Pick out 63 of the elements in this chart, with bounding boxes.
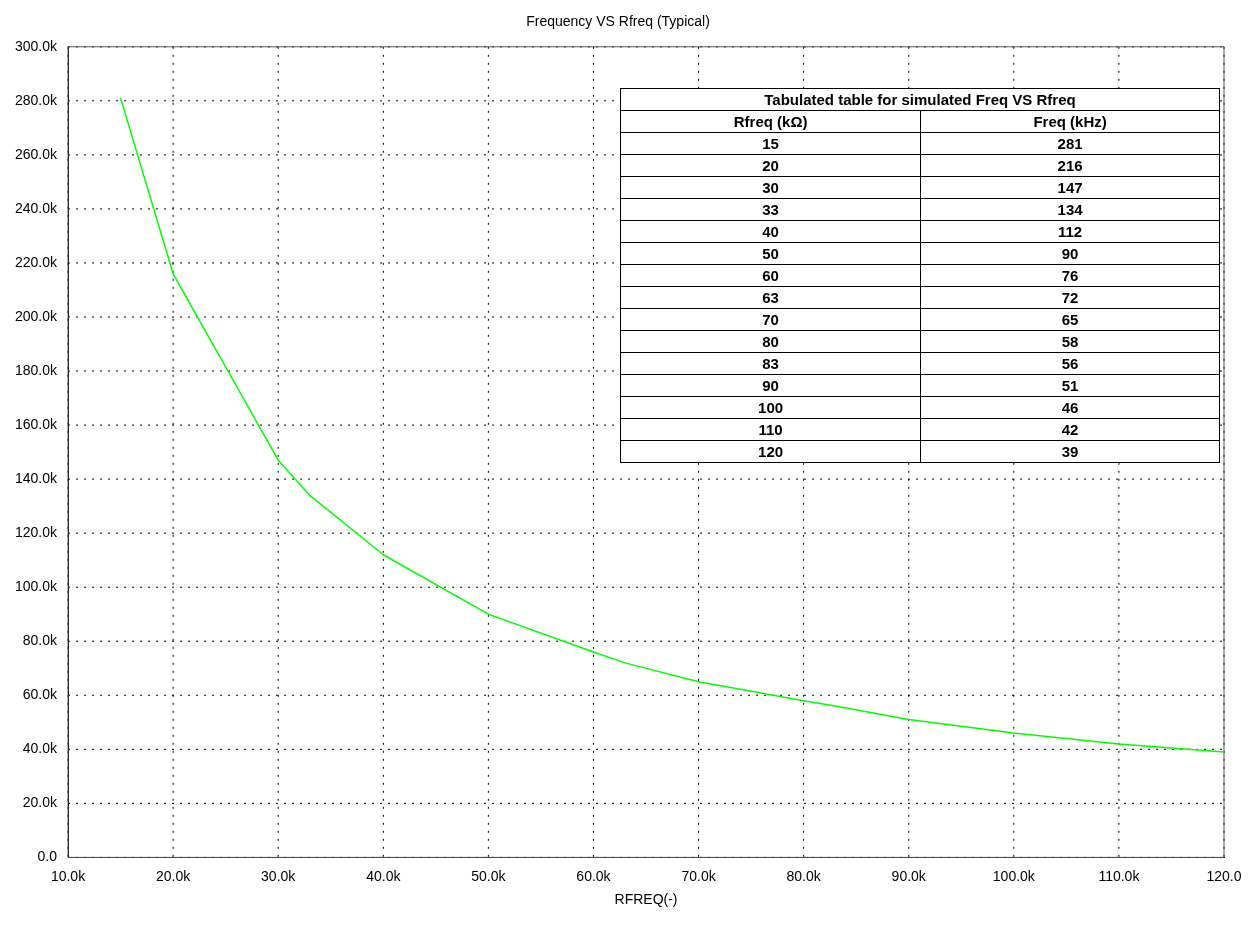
x-tick-label: 80.0k <box>786 867 822 884</box>
annotation: 100 <box>620 396 921 419</box>
y-tick-label: 260.0k <box>14 145 59 162</box>
y-tick-label: 60.0k <box>22 686 59 703</box>
annotation: 60 <box>620 264 921 287</box>
x-tick-label: 30.0k <box>261 867 297 884</box>
x-tick-label: 50.0k <box>471 867 507 884</box>
annotation: 63 <box>620 286 921 309</box>
y-tick-label: 80.0k <box>22 632 59 649</box>
annotation: Tabulated table for simulated Freq VS Rfreq <box>620 88 1220 111</box>
annotation: 134 <box>920 198 1220 221</box>
x-tick-label: 70.0k <box>681 867 717 884</box>
annotation: Rfreq (kΩ) <box>620 110 921 133</box>
annotation: 42 <box>920 418 1220 441</box>
x-axis-title: RFREQ(-) <box>614 891 678 908</box>
annotation: 72 <box>920 286 1220 309</box>
annotation: 216 <box>920 154 1220 177</box>
y-tick-label: 100.0k <box>14 578 59 595</box>
annotation: 56 <box>920 352 1220 375</box>
annotation: 80 <box>620 330 921 353</box>
annotation: 15 <box>620 132 921 155</box>
y-tick-label: 180.0k <box>14 361 59 378</box>
annotation: 39 <box>920 440 1220 463</box>
annotation: 33 <box>620 198 921 221</box>
annotation: 90 <box>620 374 921 397</box>
x-tick-label: 20.0k <box>156 867 192 884</box>
annotation: 112 <box>920 220 1220 243</box>
y-tick-label: 20.0k <box>22 794 59 811</box>
annotation: 20 <box>620 154 921 177</box>
annotation: 70 <box>620 308 921 331</box>
x-tick-label: 60.0k <box>576 867 612 884</box>
annotation: 76 <box>920 264 1220 287</box>
annotation: Freq (kHz) <box>920 110 1220 133</box>
annotation: 30 <box>620 176 921 199</box>
x-tick-label: 90.0k <box>891 867 927 884</box>
y-tick-label: 40.0k <box>22 740 59 757</box>
y-tick-label: 160.0k <box>14 415 59 432</box>
annotation: 46 <box>920 396 1220 419</box>
annotation: 110 <box>620 418 921 441</box>
x-tick-label: 120.0 <box>1206 867 1242 884</box>
x-tick-label: 100.0k <box>992 867 1036 884</box>
annotation: 50 <box>620 242 921 265</box>
annotation: 281 <box>920 132 1220 155</box>
annotation: 120 <box>620 440 921 463</box>
y-tick-label: 140.0k <box>14 469 59 486</box>
y-tick-label: 200.0k <box>14 307 59 324</box>
x-tick-label: 10.0k <box>50 867 87 884</box>
annotation: 58 <box>920 330 1220 353</box>
x-tick-label: 110.0k <box>1098 867 1141 884</box>
y-tick-label: 240.0k <box>14 199 59 216</box>
annotation: 65 <box>920 308 1220 331</box>
y-tick-label: 300.0k <box>14 37 59 54</box>
x-tick-label: 40.0k <box>366 867 402 884</box>
chart-title: Frequency VS Rfreq (Typical) <box>526 13 710 30</box>
annotation: 83 <box>620 352 921 375</box>
y-tick-label: 0.0 <box>37 848 58 865</box>
y-tick-label: 280.0k <box>14 91 59 108</box>
annotation: 90 <box>920 242 1220 265</box>
annotation: 51 <box>920 374 1220 397</box>
annotation: 40 <box>620 220 921 243</box>
annotation: 147 <box>920 176 1220 199</box>
y-tick-label: 220.0k <box>14 253 59 270</box>
y-tick-label: 120.0k <box>14 524 59 541</box>
